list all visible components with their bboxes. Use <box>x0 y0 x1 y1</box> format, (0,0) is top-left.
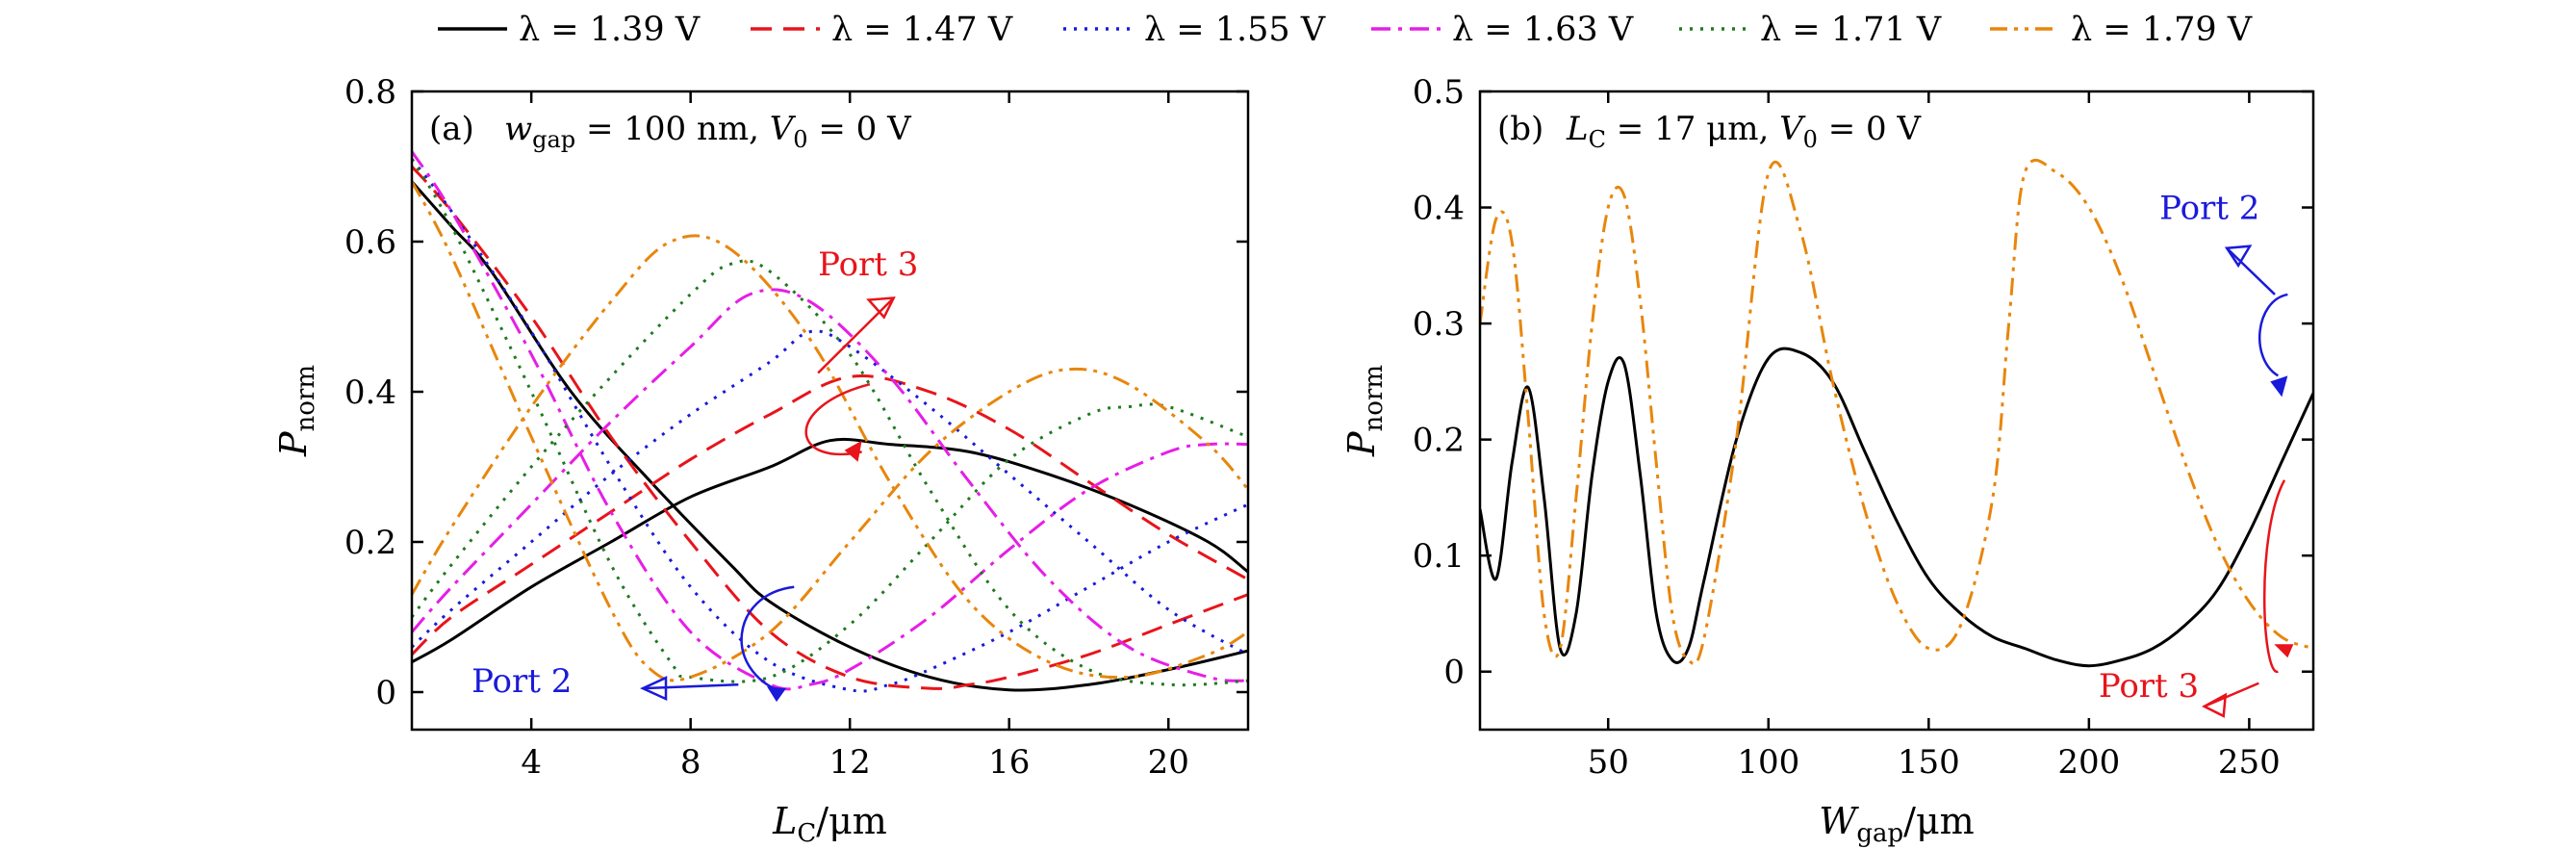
plot-area <box>412 150 1248 693</box>
y-tick-label: 0.3 <box>1413 305 1465 344</box>
series-line-2 <box>1480 158 2313 666</box>
legend-label-4: λ = 1.63 V <box>1452 11 1634 49</box>
y-tick-label: 0.2 <box>344 524 396 562</box>
port2-label: Port 2 <box>472 662 572 701</box>
y-axis-label: Pnorm <box>272 365 320 457</box>
x-tick-label: 8 <box>680 743 701 782</box>
legend-label-6: λ = 1.79 V <box>2071 11 2253 49</box>
port2-label: Port 2 <box>2159 190 2259 228</box>
port3-marker <box>844 440 862 462</box>
x-tick-label: 100 <box>1737 743 1799 782</box>
panel-b: 50 100 150 200 250 0 0.1 0.2 0.3 0.4 0.5 Wgap/μm Pno… <box>1340 73 2315 848</box>
y-tick-label: 0.2 <box>1413 422 1465 460</box>
port3-label: Port 3 <box>2099 667 2199 706</box>
x-tick-label: 250 <box>2218 743 2281 782</box>
x-tick-label: 200 <box>2057 743 2120 782</box>
series-line-6 <box>412 158 1248 693</box>
series-line-11 <box>412 234 1248 680</box>
series-line-1 <box>412 437 1248 664</box>
panel-label: (a) <box>429 110 474 148</box>
panel-annotation: LC = 17 μm, V0 = 0 V <box>1566 110 1922 153</box>
port3-marker <box>2274 644 2294 658</box>
series-line-1 <box>1480 347 2313 668</box>
x-axis-label: LC/μm <box>772 800 887 848</box>
series-line-4 <box>412 166 1248 690</box>
port3-arrow <box>804 296 895 456</box>
series-line-12 <box>412 180 1248 682</box>
series-line-3 <box>412 374 1248 656</box>
series-line-7 <box>412 288 1248 682</box>
y-tick-label: 0 <box>375 674 396 712</box>
legend-label-5: λ = 1.71 V <box>1760 11 1942 49</box>
panel-label: (b) <box>1497 110 1543 148</box>
x-tick-label: 4 <box>521 743 542 782</box>
x-axis-label: Wgap/μm <box>1819 800 1974 848</box>
y-axis-label: Pnorm <box>1340 365 1389 457</box>
port3-arrowhead <box>2202 692 2228 718</box>
series-line-5 <box>412 329 1248 656</box>
series-line-10 <box>412 158 1248 683</box>
x-tick-label: 12 <box>829 743 871 782</box>
port2-marker <box>2270 375 2288 398</box>
chart-legend: λ = 1.39 V λ = 1.47 V λ = 1.55 V λ = 1.63 V… <box>438 11 2253 49</box>
legend-label-1: λ = 1.39 V <box>519 11 701 49</box>
series-line-9 <box>412 259 1248 687</box>
port3-label: Port 3 <box>818 245 918 284</box>
port2-arrowhead <box>640 676 668 702</box>
plot-frame <box>1478 90 2315 732</box>
y-tick-label: 0.5 <box>1413 73 1465 112</box>
legend-label-2: λ = 1.47 V <box>831 11 1013 49</box>
y-tick-label: 0.4 <box>344 373 396 412</box>
plot-frame <box>410 90 1250 732</box>
port2-marker <box>766 686 786 703</box>
panel-a: 4 8 12 16 20 0 0.2 0.4 0.6 0.8 LC/μm Pnorm (a) wgap =… <box>272 73 1250 848</box>
x-tick-label: 50 <box>1588 743 1629 782</box>
plot-area <box>1480 158 2313 668</box>
y-tick-label: 0.6 <box>344 223 396 262</box>
y-tick-label: 0.4 <box>1413 190 1465 228</box>
port2-arrow <box>642 585 795 694</box>
x-tick-label: 20 <box>1148 743 1189 782</box>
x-tick-label: 16 <box>988 743 1030 782</box>
panel-annotation: wgap = 100 nm, V0 = 0 V <box>504 110 912 153</box>
y-tick-label: 0 <box>1443 654 1465 692</box>
series-line-8 <box>412 150 1248 691</box>
series-line-2 <box>412 180 1248 692</box>
y-tick-label: 0.1 <box>1413 537 1465 576</box>
legend-label-3: λ = 1.55 V <box>1144 11 1326 49</box>
port2-arrowhead <box>2224 244 2253 269</box>
port3-arrowhead <box>866 296 896 320</box>
port2-arrow <box>2226 246 2288 377</box>
x-tick-label: 150 <box>1898 743 1960 782</box>
y-tick-label: 0.8 <box>344 73 396 112</box>
